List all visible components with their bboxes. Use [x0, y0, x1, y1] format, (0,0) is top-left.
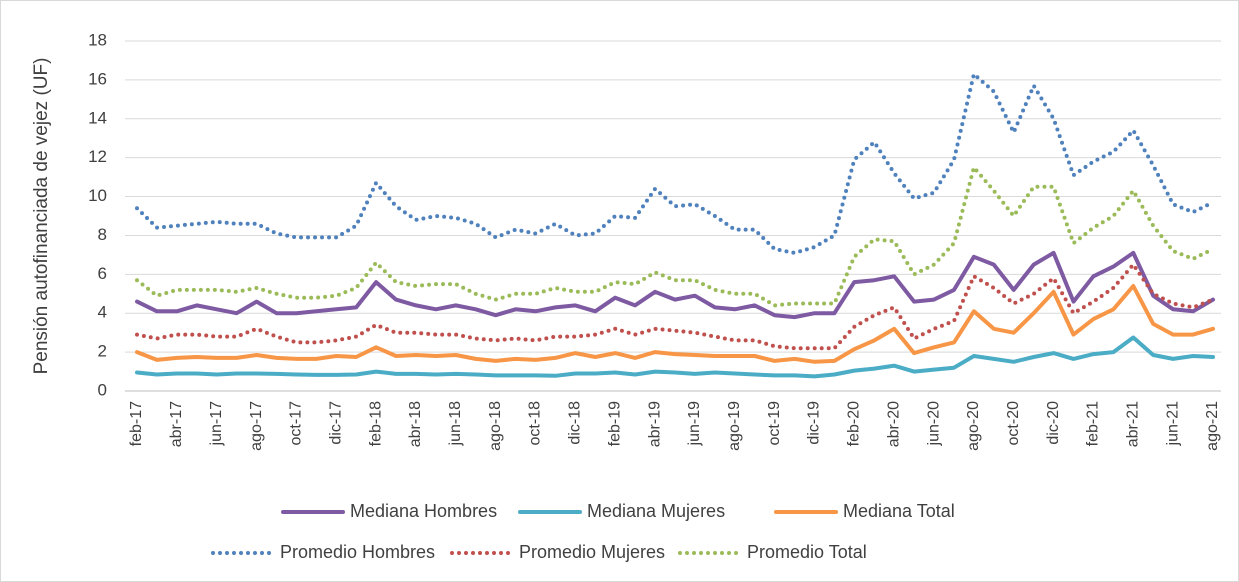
x-tick-label: oct-19	[766, 401, 783, 446]
y-tick-label: 16	[88, 69, 107, 88]
y-axis-label: Pensión autofinanciada de vejez (UF)	[31, 58, 52, 375]
x-tick-label: ago-20	[965, 401, 982, 451]
legend-label: Promedio Hombres	[280, 542, 435, 562]
x-tick-label: dic-17	[327, 401, 344, 445]
y-tick-label: 4	[98, 303, 107, 322]
x-tick-label: oct-18	[527, 401, 544, 446]
series-line	[135, 261, 1215, 351]
x-tick-label: jun-18	[447, 401, 464, 447]
x-tick-label: feb-17	[128, 401, 145, 446]
x-tick-label: oct-20	[1005, 401, 1022, 446]
x-tick-label: abr-19	[646, 401, 663, 447]
y-tick-label: 6	[98, 264, 107, 283]
y-tick-label: 8	[98, 225, 107, 244]
x-tick-label: jun-21	[1164, 401, 1181, 447]
legend-label: Mediana Mujeres	[587, 501, 725, 521]
x-tick-label: feb-19	[606, 401, 623, 446]
x-tick-label: abr-21	[1125, 401, 1142, 447]
y-tick-label: 2	[98, 342, 107, 361]
x-tick-label: jun-20	[925, 401, 942, 447]
x-tick-label: dic-19	[806, 401, 823, 445]
x-tick-label: ago-17	[248, 401, 265, 451]
legend-label: Promedio Mujeres	[519, 542, 665, 562]
legend-label: Mediana Hombres	[350, 501, 497, 521]
series-line	[135, 250, 1215, 320]
x-tick-label: jun-19	[686, 401, 703, 447]
series-line	[135, 163, 1215, 308]
x-tick-label: feb-18	[367, 401, 384, 446]
x-tick-label: feb-20	[846, 401, 863, 446]
y-tick-label: 0	[98, 380, 107, 399]
y-tick-label: 14	[88, 108, 107, 127]
x-tick-label: abr-20	[885, 401, 902, 447]
y-tick-label: 10	[88, 186, 107, 205]
x-tick-label: oct-17	[288, 401, 305, 446]
x-tick-label: ago-19	[726, 401, 743, 451]
legend-label: Promedio Total	[747, 542, 867, 562]
x-tick-label: dic-20	[1045, 401, 1062, 445]
series-line	[135, 284, 1215, 364]
x-tick-label: jun-17	[208, 401, 225, 447]
series-line	[135, 70, 1215, 255]
x-tick-label: feb-21	[1085, 401, 1102, 446]
x-tick-label: ago-21	[1204, 401, 1221, 451]
x-tick-label: ago-18	[487, 401, 504, 451]
legend-label: Mediana Total	[843, 501, 955, 521]
y-tick-label: 12	[88, 147, 107, 166]
x-tick-label: abr-18	[407, 401, 424, 447]
y-tick-label: 18	[88, 30, 107, 49]
x-tick-label: abr-17	[168, 401, 185, 447]
x-tick-label: dic-18	[567, 401, 584, 445]
series-line	[135, 335, 1215, 379]
